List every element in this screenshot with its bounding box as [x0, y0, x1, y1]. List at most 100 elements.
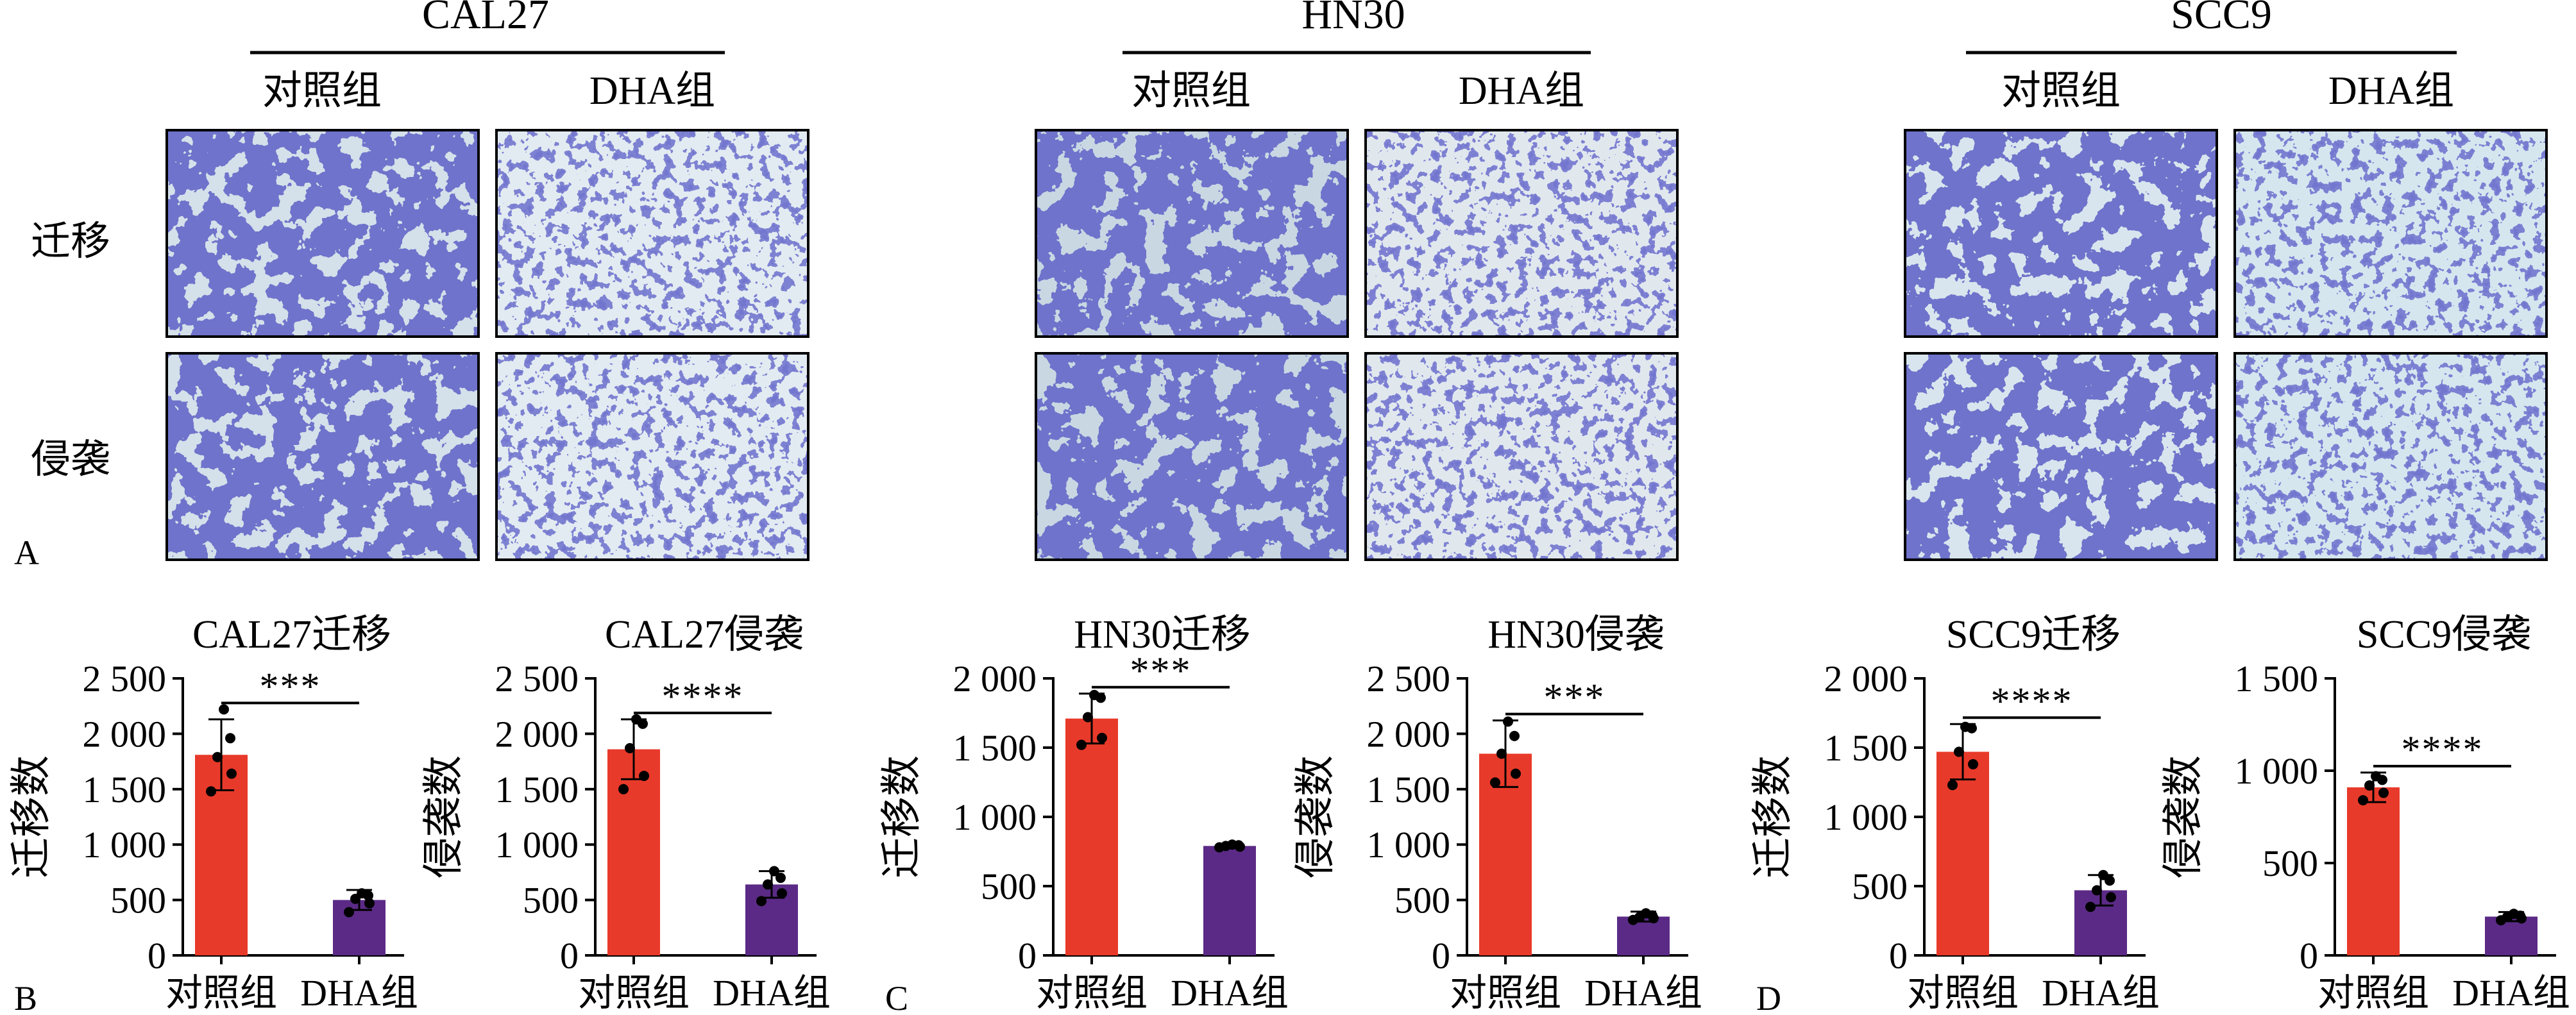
- bar: [1936, 751, 1989, 955]
- micrograph-cal27-dha-invasion: [495, 352, 809, 561]
- micrograph-scc9-dha-migration: [2233, 129, 2548, 338]
- data-point: [1083, 712, 1093, 723]
- y-axis-label: 侵袭数: [1292, 755, 1338, 878]
- data-point: [1227, 839, 1237, 850]
- y-tick-label: 1 000: [495, 824, 579, 866]
- panel-letter-d: D: [1756, 979, 1781, 1015]
- micrograph-hn30-control-migration: [1035, 129, 1349, 338]
- y-tick-label: 2 500: [1367, 658, 1451, 700]
- y-tick-label: 1 000: [953, 796, 1037, 838]
- x-tick-label: DHA组: [300, 972, 418, 1014]
- data-point: [2364, 780, 2375, 791]
- condition-label: 对照组: [1131, 69, 1251, 113]
- data-point: [364, 898, 375, 909]
- significance-marker: ***: [1544, 676, 1606, 719]
- condition-label: DHA组: [2328, 69, 2454, 113]
- y-axis-label: 迁移数: [8, 755, 54, 878]
- chart-title: CAL27侵袭: [605, 613, 804, 657]
- data-point: [1947, 780, 1958, 791]
- y-tick-label: 500: [523, 880, 579, 921]
- data-point: [639, 771, 649, 782]
- y-tick-label: 1 500: [953, 727, 1037, 769]
- micrograph-scc9-control-invasion: [1904, 352, 2218, 561]
- x-tick-label: 对照组: [1907, 972, 2019, 1014]
- data-point: [1641, 908, 1651, 919]
- micrograph-grid: [165, 129, 2548, 561]
- data-point: [1503, 716, 1513, 727]
- y-tick-label: 1 000: [83, 824, 167, 866]
- bar: [607, 749, 660, 955]
- data-point: [1076, 739, 1087, 750]
- data-point: [225, 733, 235, 744]
- y-tick-label: 500: [1852, 866, 1908, 907]
- data-point: [2358, 795, 2368, 806]
- data-point: [206, 786, 216, 797]
- x-tick-label: 对照组: [165, 972, 277, 1014]
- y-tick-label: 0: [560, 935, 579, 977]
- data-point: [2092, 885, 2102, 896]
- bar: [1617, 916, 1670, 955]
- data-point: [226, 768, 237, 779]
- y-tick-label: 0: [2300, 935, 2318, 977]
- x-tick-label: 对照组: [578, 972, 690, 1014]
- data-point: [212, 751, 223, 762]
- data-point: [2509, 909, 2519, 919]
- data-point: [2085, 902, 2096, 912]
- y-tick-label: 500: [110, 880, 166, 921]
- y-tick-label: 1 000: [1824, 796, 1908, 838]
- y-tick-label: 2 000: [953, 658, 1037, 700]
- group-title-hn30: HN30: [1301, 0, 1405, 38]
- y-tick-label: 1 500: [2235, 658, 2319, 700]
- chart-title: HN30迁移: [1074, 613, 1251, 657]
- y-axis-label: 迁移数: [1750, 755, 1795, 878]
- micrograph-hn30-dha-invasion: [1364, 352, 1679, 561]
- x-tick-label: DHA组: [1584, 972, 1702, 1014]
- data-point: [775, 873, 786, 884]
- x-tick-label: DHA组: [713, 972, 831, 1014]
- panel-letter-c: C: [885, 979, 908, 1015]
- y-tick-label: 2 000: [1824, 658, 1908, 700]
- data-point: [1490, 777, 1500, 788]
- group-title-cal27: CAL27: [422, 0, 549, 38]
- significance-marker: ****: [1991, 680, 2073, 722]
- chart-title: SCC9侵袭: [2357, 613, 2531, 657]
- bar: [2347, 787, 2400, 955]
- micrograph-scc9-control-migration: [1904, 129, 2218, 338]
- significance-marker: ***: [260, 665, 321, 707]
- data-point: [2098, 869, 2108, 880]
- data-point: [756, 896, 767, 907]
- y-axis-label: 侵袭数: [421, 755, 466, 878]
- significance-marker: ***: [1130, 650, 1192, 692]
- significance-marker: ****: [2402, 728, 2484, 771]
- panel-letter-a: A: [14, 533, 39, 572]
- chart-title: SCC9迁移: [1946, 613, 2121, 657]
- chart-title: HN30侵袭: [1487, 613, 1665, 657]
- bar-chart-4: 0 500 1 000 1 500 2 000 2 500 对照组 DHA组 *** HN30侵袭…: [1292, 613, 1702, 1014]
- bar: [1203, 846, 1256, 955]
- bar: [1065, 718, 1118, 955]
- significance-marker: ****: [662, 675, 744, 717]
- data-point: [1968, 759, 1978, 769]
- data-point: [618, 784, 629, 794]
- bar-chart-1: 0 500 1 000 1 500 2 000 2 500 对照组 DHA组 *** CAL27迁…: [8, 613, 418, 1014]
- y-tick-label: 500: [981, 866, 1037, 907]
- condition-label: 对照组: [2001, 69, 2121, 113]
- data-point: [1960, 721, 1970, 732]
- y-tick-label: 2 000: [83, 713, 167, 755]
- y-tick-label: 1 500: [495, 769, 579, 810]
- y-tick-label: 0: [1018, 935, 1037, 977]
- row-label-invasion: 侵袭: [31, 438, 110, 482]
- micrograph-hn30-control-invasion: [1035, 352, 1349, 561]
- data-point: [763, 879, 773, 890]
- x-tick-label: DHA组: [2042, 972, 2160, 1014]
- data-point: [1097, 732, 1107, 743]
- group-title-scc9: SCC9: [2171, 0, 2272, 38]
- y-tick-label: 500: [1394, 880, 1450, 921]
- micrograph-cal27-dha-migration: [495, 129, 809, 338]
- bar-charts: 0 500 1 000 1 500 2 000 2 500 对照组 DHA组 *** CAL27迁…: [8, 613, 2570, 1014]
- micrograph-cal27-control-invasion: [165, 352, 480, 561]
- condition-label: DHA组: [1459, 69, 1584, 113]
